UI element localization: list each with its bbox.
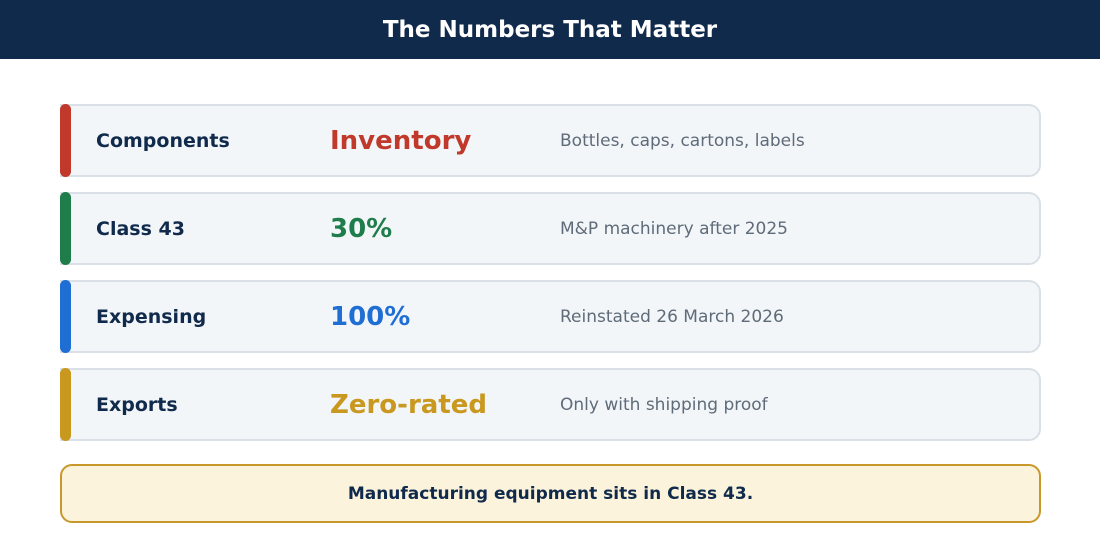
- row-accent-bar: [60, 192, 71, 265]
- metric-row-components: Components Inventory Bottles, caps, cart…: [60, 104, 1041, 177]
- row-accent-bar: [60, 104, 71, 177]
- metric-label: Components: [96, 129, 230, 152]
- metric-label: Expensing: [96, 305, 207, 328]
- metric-value: Zero-rated: [330, 389, 488, 420]
- metric-value: 30%: [330, 213, 393, 244]
- metric-list: Components Inventory Bottles, caps, cart…: [60, 104, 1041, 456]
- header-bar: The Numbers That Matter: [0, 0, 1100, 59]
- metric-description: M&P machinery after 2025: [560, 218, 788, 239]
- callout-text: Manufacturing equipment sits in Class 43…: [347, 483, 754, 504]
- row-accent-bar: [60, 280, 71, 353]
- metric-description: Bottles, caps, cartons, labels: [560, 130, 805, 151]
- metric-value: Inventory: [330, 125, 472, 156]
- callout-box: Manufacturing equipment sits in Class 43…: [60, 464, 1041, 523]
- metric-value: 100%: [330, 301, 411, 332]
- row-accent-bar: [60, 368, 71, 441]
- metric-label: Class 43: [96, 217, 185, 240]
- metric-description: Only with shipping proof: [560, 394, 768, 415]
- metric-label: Exports: [96, 393, 178, 416]
- metric-row-exports: Exports Zero-rated Only with shipping pr…: [60, 368, 1041, 441]
- metric-description: Reinstated 26 March 2026: [560, 306, 784, 327]
- metric-row-class-43: Class 43 30% M&P machinery after 2025: [60, 192, 1041, 265]
- metric-row-expensing: Expensing 100% Reinstated 26 March 2026: [60, 280, 1041, 353]
- page-title: The Numbers That Matter: [382, 16, 718, 43]
